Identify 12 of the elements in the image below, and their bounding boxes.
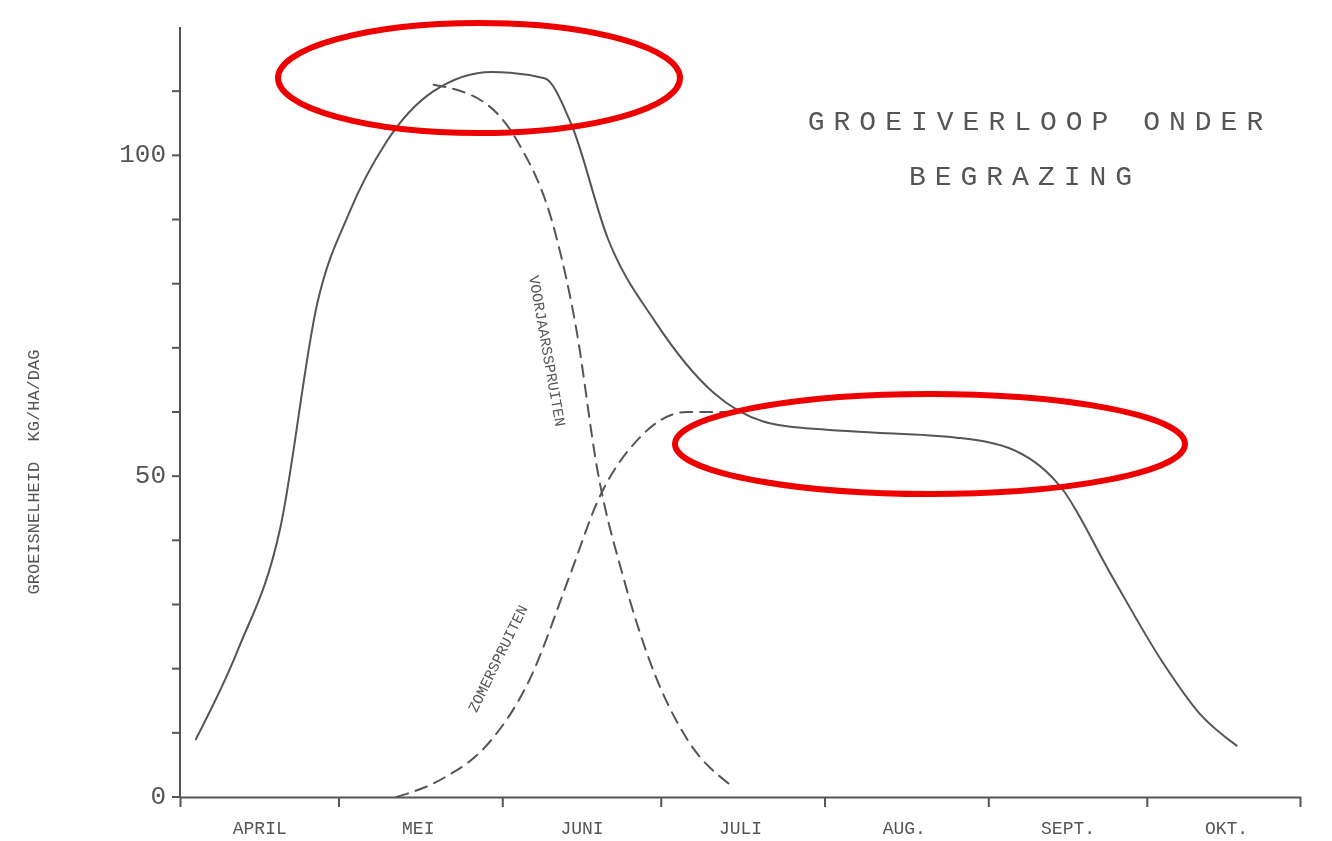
- x-tick-label: JUNI: [560, 818, 604, 839]
- x-tick-label: MEI: [402, 818, 435, 839]
- x-tick-label: APRIL: [232, 818, 287, 839]
- y-tick-label: 50: [134, 461, 166, 492]
- y-tick-label: 100: [119, 140, 166, 171]
- x-tick-label: SEPT.: [1041, 818, 1096, 839]
- y-axis-title: GROEISNELHEID KG/HA/DAG: [25, 349, 45, 595]
- text: GROEIVERLOOP ONDER BEGRAZING: [807, 107, 1273, 193]
- x-tick-label: JULI: [718, 818, 763, 839]
- x-tick-label: OKT.: [1204, 818, 1249, 839]
- x-tick-label: AUG.: [882, 818, 926, 839]
- y-tick-label: 0: [150, 781, 166, 812]
